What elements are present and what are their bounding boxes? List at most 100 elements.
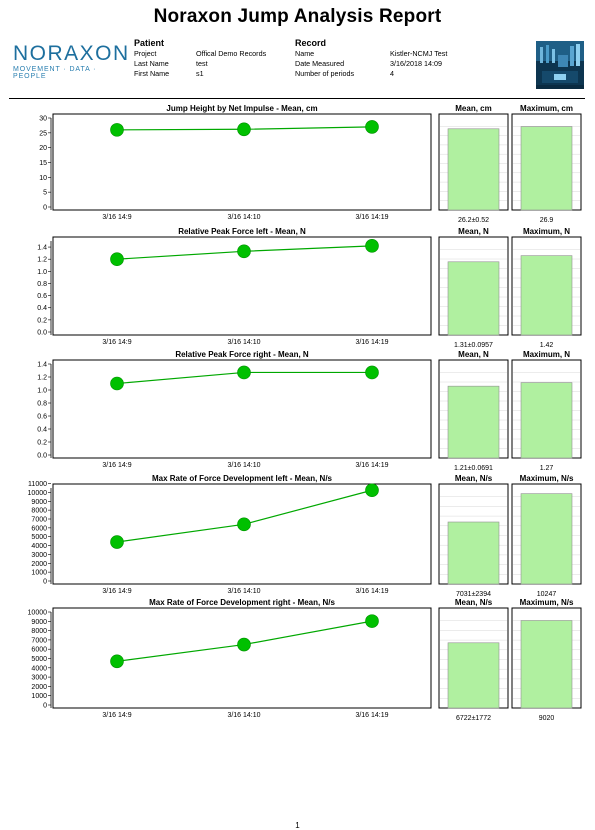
data-point (365, 614, 379, 628)
data-point (237, 637, 251, 652)
y-tick-label: 2000 (31, 561, 47, 568)
chart-title: Relative Peak Force left - Mean, N (178, 227, 306, 236)
y-tick-label: 9000 (31, 619, 47, 626)
y-tick-label: 5000 (31, 656, 47, 663)
x-tick-label: 3/16 14:19 (355, 339, 388, 346)
max-value-label: 1.27 (540, 465, 554, 472)
y-tick-label: 8000 (31, 508, 47, 515)
x-tick-label: 3/16 14:19 (355, 588, 388, 595)
mean-bar (447, 521, 500, 585)
y-tick-label: 15 (39, 160, 47, 167)
patient-project-row: Project Offical Demo Records (134, 49, 266, 59)
y-tick-label: 1.2 (37, 257, 47, 264)
data-point (365, 365, 379, 380)
mean-panel-title: Mean, N/s (455, 474, 493, 483)
x-tick-label: 3/16 14:9 (102, 339, 131, 346)
x-tick-label: 3/16 14:9 (102, 462, 131, 469)
chart-peak-force-left: Relative Peak Force left - Mean, N 0.0 0.2… (0, 227, 595, 349)
record-periods-row: Number of periods 4 (295, 69, 447, 79)
data-point (237, 122, 251, 137)
chart-title: Max Rate of Force Development right - Me… (149, 598, 335, 607)
y-tick-label: 10000 (28, 610, 48, 617)
y-tick-label: 1000 (31, 693, 47, 700)
y-tick-label: 0 (43, 579, 47, 586)
y-tick-label: 0.6 (37, 293, 47, 300)
max-panel-title: Maximum, N (523, 227, 570, 236)
y-tick-label: 1.2 (37, 375, 47, 382)
patient-info: Patient Project Offical Demo Records Last… (134, 38, 266, 79)
header-divider (9, 98, 585, 99)
jump-thumbnail-icon (536, 41, 584, 89)
y-tick-label: 10 (39, 175, 47, 182)
plot-frame (52, 483, 432, 585)
y-tick-label: 7000 (31, 637, 47, 644)
y-tick-label: 0 (43, 703, 47, 710)
x-tick-label: 3/16 14:10 (227, 712, 260, 719)
x-tick-label: 3/16 14:19 (355, 462, 388, 469)
y-tick-label: 3000 (31, 552, 47, 559)
plot-frame (52, 607, 432, 709)
chart-jump-height: Jump Height by Net Impulse - Mean, cm 0 5 1… (0, 104, 595, 224)
x-tick-label: 3/16 14:9 (102, 588, 131, 595)
field-label: First Name (134, 69, 170, 78)
mean-panel-title: Mean, N (458, 227, 489, 236)
series-line (116, 489, 373, 543)
logo-tagline: MOVEMENT · DATA · PEOPLE (13, 66, 97, 80)
max-bar (520, 382, 573, 459)
y-tick-label: 25 (39, 130, 47, 137)
y-tick-label: 10000 (28, 490, 48, 497)
y-tick-label: 1.0 (37, 269, 47, 276)
max-bar (520, 255, 573, 336)
y-tick-label: 0 (43, 205, 47, 212)
field-label: Project (134, 49, 157, 58)
page-number: 1 (295, 821, 300, 830)
record-date-row: Date Measured 3/16/2018 14:09 (295, 59, 447, 69)
y-tick-label: 4000 (31, 665, 47, 672)
record-heading: Record (295, 38, 327, 48)
max-panel-title: Maximum, N/s (520, 598, 574, 607)
data-point (110, 654, 124, 669)
field-value: s1 (196, 69, 204, 78)
max-bar (520, 126, 573, 211)
y-tick-label: 2000 (31, 684, 47, 691)
x-tick-label: 3/16 14:19 (355, 712, 388, 719)
y-tick-label: 8000 (31, 628, 47, 635)
y-tick-label: 0.4 (37, 305, 47, 312)
x-tick-label: 3/16 14:9 (102, 214, 131, 221)
record-name-row: Name Kistler-NCMJ Test (295, 49, 447, 59)
max-value-label: 9020 (539, 715, 555, 722)
mean-bar (447, 385, 500, 459)
y-tick-label: 0.0 (37, 453, 47, 460)
field-label: Name (295, 49, 315, 58)
y-tick-label: 9000 (31, 499, 47, 506)
y-tick-label: 0.2 (37, 317, 47, 324)
field-label: Date Measured (295, 59, 345, 68)
logo-wordmark: NORAXON (13, 42, 130, 65)
report-title: Noraxon Jump Analysis Report (153, 6, 442, 27)
chart-svg: Max Rate of Force Development left - Mea… (28, 474, 582, 598)
y-tick-label: 3000 (31, 675, 47, 682)
chart-svg: Relative Peak Force right - Mean, N 0.0 0.… (37, 350, 582, 472)
field-value: 4 (390, 69, 394, 78)
y-tick-label: 11000 (28, 481, 47, 488)
chart-svg: Max Rate of Force Development right - Me… (28, 598, 582, 722)
y-tick-label: 0.6 (37, 414, 47, 421)
mean-value-label: 7031±2394 (456, 591, 491, 598)
data-point (365, 120, 379, 134)
data-point (237, 244, 251, 259)
y-tick-label: 6000 (31, 647, 47, 654)
data-point (110, 252, 124, 267)
y-tick-label: 1.0 (37, 388, 47, 395)
chart-title: Max Rate of Force Development left - Mea… (152, 474, 333, 483)
x-tick-label: 3/16 14:10 (227, 588, 260, 595)
plot-frame (52, 113, 432, 211)
y-tick-label: 0.8 (37, 281, 47, 288)
max-panel-title: Maximum, cm (520, 104, 573, 113)
x-tick-label: 3/16 14:10 (227, 462, 260, 469)
mean-bar (447, 261, 500, 336)
patient-heading: Patient (134, 38, 165, 48)
plot-frame (52, 359, 432, 459)
x-tick-label: 3/16 14:10 (227, 214, 260, 221)
y-tick-label: 5 (43, 190, 47, 197)
field-label: Number of periods (295, 69, 355, 78)
